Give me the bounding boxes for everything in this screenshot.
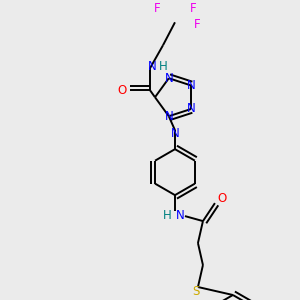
Text: H: H xyxy=(163,208,171,222)
Text: N: N xyxy=(176,208,184,222)
Text: N: N xyxy=(187,103,196,116)
Text: F: F xyxy=(154,2,160,15)
Text: O: O xyxy=(217,192,226,205)
Text: S: S xyxy=(192,284,200,298)
Text: N: N xyxy=(171,127,179,140)
Text: N: N xyxy=(187,79,196,92)
Text: N: N xyxy=(148,60,156,73)
Text: N: N xyxy=(164,72,173,85)
Text: N: N xyxy=(164,110,173,123)
Text: H: H xyxy=(159,60,167,73)
Text: F: F xyxy=(190,2,196,15)
Text: F: F xyxy=(194,18,200,31)
Text: O: O xyxy=(117,84,127,97)
